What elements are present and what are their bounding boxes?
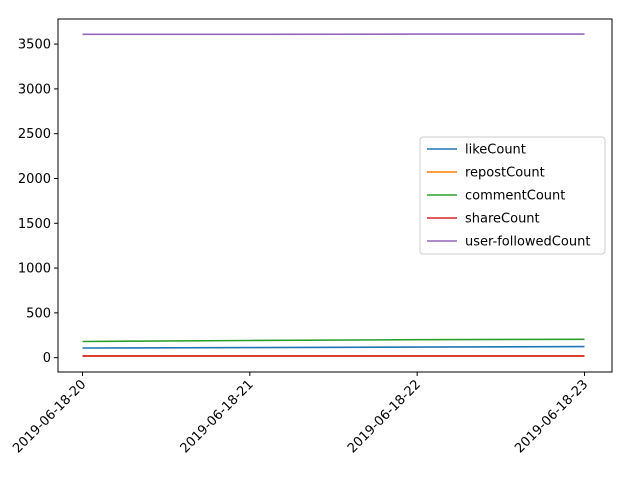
y-tick-label: 2000 bbox=[18, 172, 51, 187]
x-tick-label: 2019-06-18-21 bbox=[178, 377, 257, 456]
series-line-likeCount bbox=[82, 345, 585, 349]
legend-label: commentCount bbox=[465, 189, 565, 204]
x-tick-label: 2019-06-18-23 bbox=[512, 377, 591, 456]
x-axis: 2019-06-18-20 2019-06-18-21 2019-06-18-22 2… bbox=[10, 372, 591, 456]
legend: likeCount repostCount commentCount shareCou… bbox=[419, 136, 606, 255]
legend-label: repostCount bbox=[465, 166, 545, 181]
y-tick-label: 500 bbox=[26, 306, 51, 321]
legend-box bbox=[419, 136, 606, 255]
y-tick-label: 1500 bbox=[18, 217, 51, 232]
x-tick-label: 2019-06-18-22 bbox=[345, 377, 424, 456]
y-tick-label: 0 bbox=[43, 351, 51, 366]
plot-frame bbox=[57, 18, 613, 373]
legend-label: likeCount bbox=[465, 143, 526, 158]
y-axis: 0 500 1000 1500 2000 2500 3000 3500 bbox=[18, 38, 58, 366]
series-layer bbox=[82, 33, 585, 357]
y-tick-label: 1000 bbox=[18, 262, 51, 277]
legend-label: shareCount bbox=[465, 212, 540, 227]
legend-label: user-followedCount bbox=[465, 235, 590, 250]
y-tick-label: 3000 bbox=[18, 82, 51, 97]
y-tick-label: 2500 bbox=[18, 127, 51, 142]
x-tick-label: 2019-06-18-20 bbox=[10, 377, 89, 456]
series-line-commentCount bbox=[82, 338, 585, 343]
y-tick-label: 3500 bbox=[18, 38, 51, 53]
